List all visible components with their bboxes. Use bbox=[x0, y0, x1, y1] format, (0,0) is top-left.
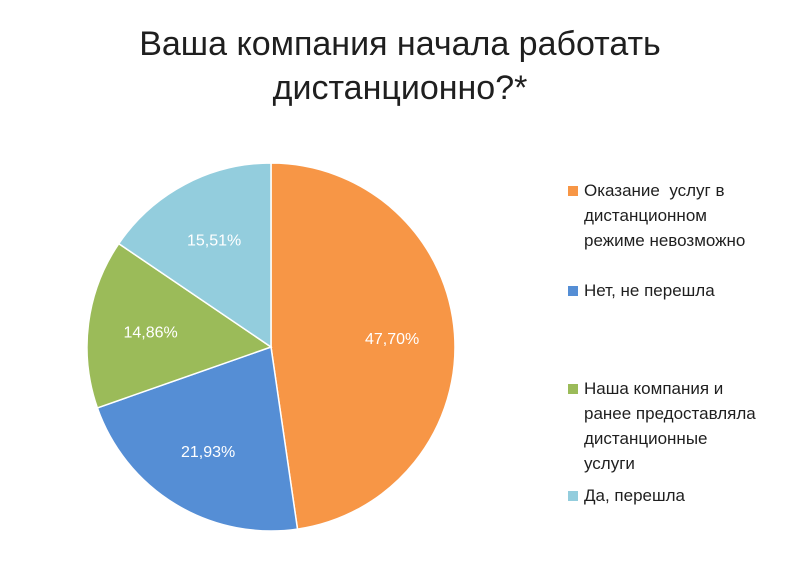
legend-label: дистанционном bbox=[584, 206, 707, 225]
legend-swatch bbox=[568, 491, 578, 501]
slice-data-label: 15,51% bbox=[187, 233, 241, 250]
legend-label: Оказание услуг в bbox=[584, 181, 725, 200]
slice-data-label: 14,86% bbox=[123, 324, 177, 341]
slice-data-label: 21,93% bbox=[181, 444, 235, 461]
slice-switched bbox=[117, 162, 272, 349]
legend-item-no-remote-possible: Оказание услуг в дистанционном режиме нево… bbox=[568, 178, 790, 253]
chart-title: Ваша компания начала работать дистанцион… bbox=[0, 22, 800, 110]
legend-label: дистанционные bbox=[584, 429, 708, 448]
legend-item-not-switched: Нет, не перешла bbox=[568, 278, 790, 303]
legend-label: Нет, не перешла bbox=[584, 281, 715, 300]
slice-data-label: 47,70% bbox=[365, 331, 419, 348]
legend-item-switched: Да, перешла bbox=[568, 483, 790, 508]
legend-swatch bbox=[568, 286, 578, 296]
legend-label: ранее предоставляла bbox=[584, 404, 756, 423]
chart-title-line-2: дистанционно?* bbox=[272, 69, 528, 107]
slice-already-remote bbox=[86, 242, 273, 409]
legend-swatch bbox=[568, 384, 578, 394]
slice-not-switched bbox=[96, 345, 299, 532]
legend-label: Наша компания и bbox=[584, 379, 724, 398]
legend-swatch bbox=[568, 186, 578, 196]
legend-label: режиме невозможно bbox=[584, 231, 746, 250]
legend-item-already-remote: Наша компания и ранее предоставляла дистан… bbox=[568, 376, 790, 476]
legend-label: Да, перешла bbox=[584, 486, 685, 505]
chart-title-line-1: Ваша компания начала работать bbox=[139, 25, 661, 63]
legend-label: услуги bbox=[584, 454, 635, 473]
slice-no-remote-possible bbox=[270, 162, 456, 530]
